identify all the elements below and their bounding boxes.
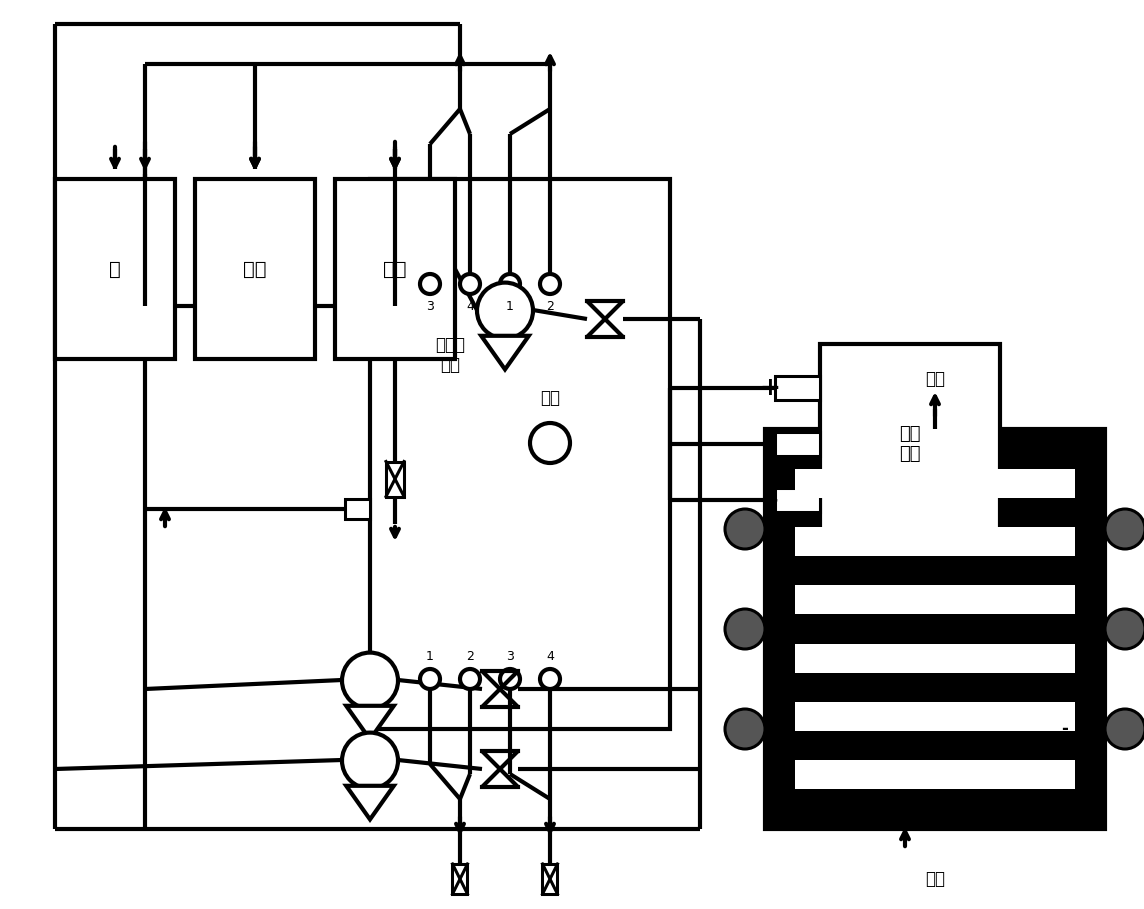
Circle shape bbox=[725, 609, 765, 649]
Circle shape bbox=[460, 274, 480, 294]
Circle shape bbox=[500, 669, 521, 689]
Circle shape bbox=[420, 669, 440, 689]
Text: 直流
电源: 直流 电源 bbox=[899, 425, 921, 464]
Bar bbox=[194, 179, 315, 359]
Text: 3: 3 bbox=[426, 299, 434, 313]
Bar bbox=[453, 864, 468, 894]
Polygon shape bbox=[482, 335, 529, 369]
Circle shape bbox=[540, 274, 561, 294]
Bar bbox=[795, 527, 1075, 556]
Circle shape bbox=[725, 709, 765, 749]
Bar bbox=[765, 429, 1105, 829]
Circle shape bbox=[1105, 509, 1144, 549]
Circle shape bbox=[342, 653, 398, 709]
Text: 双极膜
膜堆: 双极膜 膜堆 bbox=[435, 335, 464, 375]
Circle shape bbox=[460, 669, 480, 689]
Circle shape bbox=[500, 274, 521, 294]
Bar bbox=[335, 179, 455, 359]
Bar bbox=[774, 488, 820, 512]
Text: 2: 2 bbox=[466, 651, 474, 664]
Text: 极液: 极液 bbox=[925, 870, 945, 888]
Text: 碱: 碱 bbox=[109, 259, 121, 278]
Bar bbox=[820, 344, 1000, 544]
Text: 3: 3 bbox=[506, 651, 514, 664]
Bar bbox=[795, 469, 1075, 498]
Polygon shape bbox=[347, 785, 394, 819]
Circle shape bbox=[342, 733, 398, 789]
Text: +: + bbox=[797, 508, 812, 526]
Polygon shape bbox=[347, 705, 394, 739]
Bar bbox=[795, 644, 1075, 673]
Circle shape bbox=[540, 669, 561, 689]
Text: 阴极: 阴极 bbox=[540, 389, 561, 407]
Text: 4: 4 bbox=[466, 299, 474, 313]
Text: 1: 1 bbox=[426, 651, 434, 664]
Circle shape bbox=[420, 274, 440, 294]
Text: 2: 2 bbox=[546, 299, 554, 313]
Bar bbox=[795, 585, 1075, 614]
Circle shape bbox=[1105, 609, 1144, 649]
Bar bbox=[345, 295, 370, 315]
Circle shape bbox=[725, 509, 765, 549]
Bar bbox=[774, 432, 820, 456]
Bar bbox=[795, 702, 1075, 731]
Text: +: + bbox=[760, 376, 780, 400]
Bar bbox=[774, 376, 820, 400]
Bar bbox=[345, 499, 370, 519]
Circle shape bbox=[1105, 709, 1144, 749]
Bar bbox=[795, 760, 1075, 789]
Text: 料液: 料液 bbox=[244, 259, 267, 278]
Bar bbox=[386, 462, 404, 496]
Text: −: − bbox=[761, 490, 779, 510]
Text: 1: 1 bbox=[506, 299, 514, 313]
Text: 极液: 极液 bbox=[383, 259, 407, 278]
Bar bbox=[370, 179, 670, 729]
Bar bbox=[55, 179, 175, 359]
Text: 极液: 极液 bbox=[925, 370, 945, 388]
Text: -: - bbox=[1062, 720, 1068, 738]
Circle shape bbox=[477, 283, 533, 338]
Bar bbox=[542, 864, 557, 894]
Text: 4: 4 bbox=[546, 651, 554, 664]
Circle shape bbox=[530, 423, 570, 463]
